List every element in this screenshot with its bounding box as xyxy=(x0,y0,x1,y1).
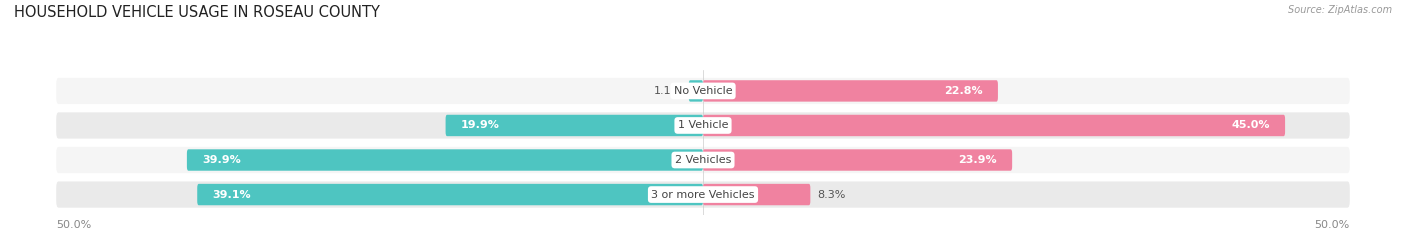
Text: 39.1%: 39.1% xyxy=(212,190,252,200)
Text: 1.1%: 1.1% xyxy=(654,86,682,96)
FancyBboxPatch shape xyxy=(703,80,998,102)
Text: 1 Vehicle: 1 Vehicle xyxy=(678,121,728,131)
FancyBboxPatch shape xyxy=(197,184,703,205)
FancyBboxPatch shape xyxy=(446,115,703,136)
FancyBboxPatch shape xyxy=(56,147,1350,173)
FancyBboxPatch shape xyxy=(56,181,1350,208)
Text: HOUSEHOLD VEHICLE USAGE IN ROSEAU COUNTY: HOUSEHOLD VEHICLE USAGE IN ROSEAU COUNTY xyxy=(14,5,380,20)
Text: 22.8%: 22.8% xyxy=(943,86,983,96)
Text: 50.0%: 50.0% xyxy=(56,220,91,230)
Text: 3 or more Vehicles: 3 or more Vehicles xyxy=(651,190,755,200)
Text: 50.0%: 50.0% xyxy=(1315,220,1350,230)
FancyBboxPatch shape xyxy=(56,112,1350,139)
Text: 39.9%: 39.9% xyxy=(202,155,242,165)
Text: 19.9%: 19.9% xyxy=(461,121,501,131)
Text: 45.0%: 45.0% xyxy=(1232,121,1270,131)
Text: 2 Vehicles: 2 Vehicles xyxy=(675,155,731,165)
FancyBboxPatch shape xyxy=(703,184,810,205)
FancyBboxPatch shape xyxy=(56,78,1350,104)
Text: 8.3%: 8.3% xyxy=(817,190,845,200)
FancyBboxPatch shape xyxy=(187,149,703,171)
Text: Source: ZipAtlas.com: Source: ZipAtlas.com xyxy=(1288,5,1392,15)
FancyBboxPatch shape xyxy=(689,80,703,102)
FancyBboxPatch shape xyxy=(703,149,1012,171)
Text: No Vehicle: No Vehicle xyxy=(673,86,733,96)
FancyBboxPatch shape xyxy=(703,115,1285,136)
Text: 23.9%: 23.9% xyxy=(957,155,997,165)
